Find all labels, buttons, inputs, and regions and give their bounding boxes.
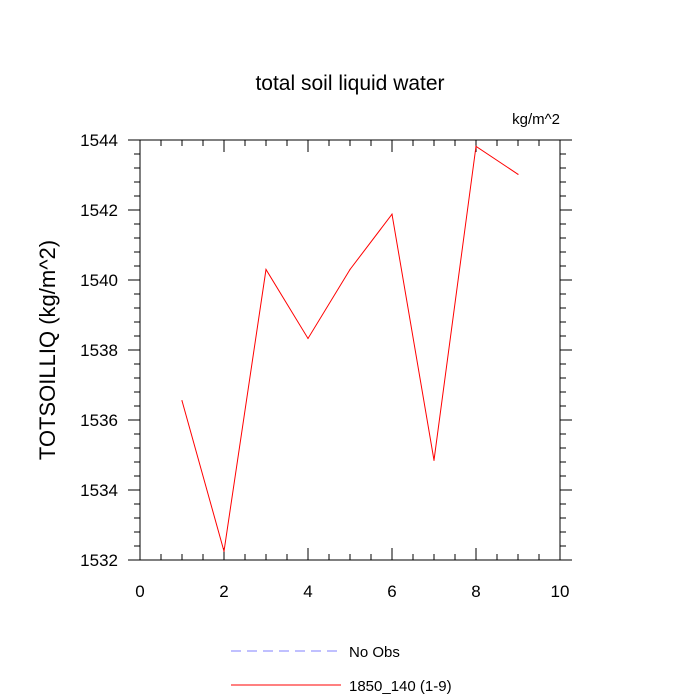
plot-frame <box>139 139 561 561</box>
x-tick-label: 0 <box>135 582 144 601</box>
axis-tick-labels: 0 2 4 6 8 10 1532 1534 1536 1538 1540 1542 1544 <box>80 131 569 601</box>
data-point <box>475 145 477 147</box>
y-tick-label: 1542 <box>80 201 118 220</box>
y-tick-label: 1536 <box>80 411 118 430</box>
axis-ticks <box>128 139 572 561</box>
legend-label-no-obs: No Obs <box>349 644 400 661</box>
data-point <box>181 400 183 402</box>
legend: No Obs 1850_140 (1-9) <box>231 644 452 695</box>
y-tick-label: 1534 <box>80 481 118 500</box>
y-tick-label: 1538 <box>80 341 118 360</box>
data-point <box>433 459 435 461</box>
x-tick-label: 4 <box>303 582 312 601</box>
series-layer <box>181 145 519 552</box>
data-point <box>265 268 267 271</box>
x-tick-label: 6 <box>387 582 396 601</box>
y-axis-label: TOTSOILLIQ (kg/m^2) <box>35 240 60 460</box>
y-tick-label: 1540 <box>80 271 118 290</box>
y-tick-label: 1544 <box>80 131 118 150</box>
data-point <box>517 173 519 175</box>
x-tick-label: 2 <box>219 582 228 601</box>
data-point <box>307 337 309 340</box>
x-tick-label: 8 <box>471 582 480 601</box>
legend-label-1850-140: 1850_140 (1-9) <box>349 678 452 695</box>
series-line <box>181 145 519 552</box>
data-point <box>349 268 351 271</box>
data-point <box>391 213 393 215</box>
units-label: kg/m^2 <box>512 111 560 128</box>
x-tick-label: 10 <box>551 582 570 601</box>
data-point <box>223 550 225 552</box>
y-tick-label: 1532 <box>80 551 118 570</box>
chart-title: total soil liquid water <box>255 72 444 95</box>
